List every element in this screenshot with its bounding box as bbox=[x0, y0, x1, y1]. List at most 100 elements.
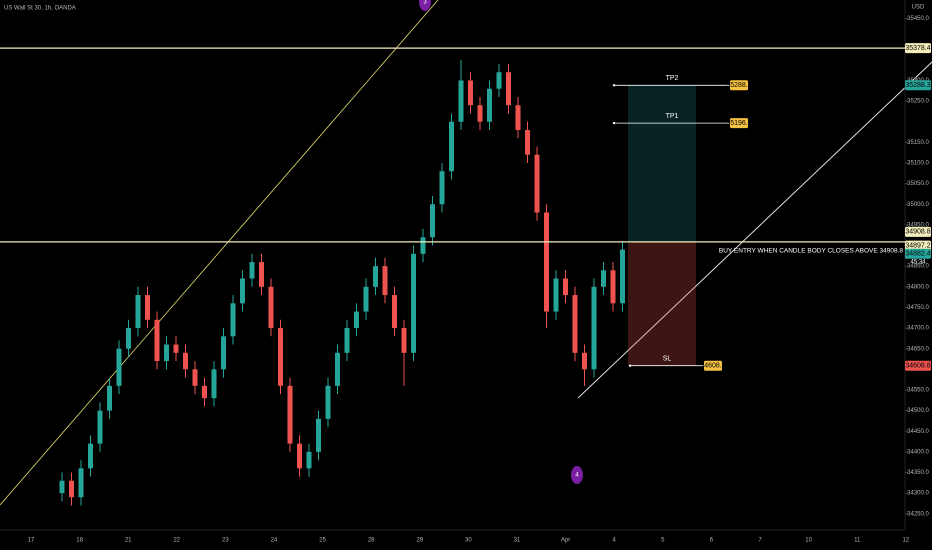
candle-body bbox=[107, 385, 112, 411]
x-tick-label: 31 bbox=[514, 538, 521, 544]
plot bbox=[59, 59, 696, 506]
y-tick-label: 34700.0 bbox=[907, 326, 929, 332]
y-tick-label: 34550.0 bbox=[907, 388, 929, 394]
x-tick-label: 21 bbox=[125, 538, 132, 544]
x-tick-label: 7 bbox=[758, 538, 762, 544]
x-tick-label: 22 bbox=[173, 538, 180, 544]
x-tick-label: Apr bbox=[561, 538, 570, 544]
candle-body bbox=[183, 352, 188, 370]
y-tick-label: 35250.0 bbox=[907, 99, 929, 105]
level-tag-bg bbox=[905, 43, 931, 54]
x-tick-label: 18 bbox=[76, 538, 83, 544]
y-tick-label: 34950.0 bbox=[907, 222, 929, 228]
candle-body bbox=[145, 295, 150, 320]
candle-body bbox=[268, 286, 274, 329]
candle-body bbox=[572, 295, 578, 353]
target-tag-bg bbox=[730, 118, 748, 129]
candle-body bbox=[78, 468, 84, 498]
y-tick-label: 34300.0 bbox=[907, 491, 929, 497]
target-name: TP1 bbox=[666, 113, 679, 120]
timer: 45:34 bbox=[910, 259, 926, 265]
candle-body bbox=[135, 295, 141, 329]
marker-label: 4 bbox=[575, 473, 579, 479]
candle-body bbox=[230, 303, 236, 337]
x-tick-label: 10 bbox=[805, 538, 812, 544]
candle-body bbox=[487, 88, 492, 122]
x-tick-label: 29 bbox=[416, 538, 423, 544]
y-tick-label: 35100.0 bbox=[907, 161, 929, 167]
candle-body bbox=[582, 352, 587, 370]
candle-body bbox=[88, 443, 93, 469]
candle-body bbox=[249, 262, 255, 279]
candle-body bbox=[325, 385, 331, 419]
y-tick-label: 35450.0 bbox=[907, 16, 929, 22]
target-tag-bg bbox=[730, 80, 748, 91]
candle-body bbox=[306, 451, 312, 469]
y-tick-label: 34500.0 bbox=[907, 408, 929, 414]
target-anchor bbox=[612, 84, 616, 87]
x-tick-label: 4 bbox=[613, 538, 617, 544]
x-tick-label: 24 bbox=[271, 538, 278, 544]
candle-body bbox=[534, 154, 540, 213]
price-tag: 34882.4 bbox=[905, 251, 930, 258]
price-tag-bg bbox=[905, 240, 931, 251]
candle-body bbox=[544, 212, 549, 312]
axis-target-tag-bg bbox=[905, 80, 931, 91]
target-tag: 35288.3 bbox=[726, 82, 751, 89]
candle-body bbox=[154, 319, 160, 362]
y-tick-label: 34650.0 bbox=[907, 346, 929, 352]
candle-body bbox=[164, 344, 169, 362]
candle-body bbox=[297, 443, 302, 469]
stop-name: SL bbox=[663, 356, 672, 363]
candle-body bbox=[278, 328, 283, 386]
stop-tag-bg bbox=[704, 360, 722, 371]
candle-body bbox=[610, 270, 616, 304]
candle-body bbox=[420, 237, 426, 254]
candle-body bbox=[211, 369, 217, 399]
entry-tag-bg bbox=[905, 226, 931, 237]
candle-body bbox=[69, 480, 74, 498]
loss-zone bbox=[628, 241, 696, 366]
candle-body bbox=[458, 80, 464, 122]
y-tick-label: 34250.0 bbox=[907, 511, 929, 517]
profit-zone bbox=[628, 85, 696, 242]
candle-body bbox=[192, 369, 198, 386]
axis-target-tag: 35288.3 bbox=[905, 82, 930, 89]
x-tick-label: 5 bbox=[661, 538, 665, 544]
candle-body bbox=[392, 295, 397, 329]
y-tick-label: 34400.0 bbox=[907, 449, 929, 455]
x-tick-label: 6 bbox=[710, 538, 714, 544]
x-tick-label: 23 bbox=[222, 538, 229, 544]
x-tick-label: 30 bbox=[465, 538, 472, 544]
y-tick-label: 35000.0 bbox=[907, 202, 929, 208]
candle-body bbox=[591, 286, 597, 370]
candle-body bbox=[515, 105, 521, 130]
axis-stop-tag-bg bbox=[905, 360, 931, 371]
target-tag: 35196.7 bbox=[726, 120, 751, 127]
candle-body bbox=[116, 348, 122, 386]
candle-body bbox=[221, 336, 226, 370]
price-tag: 34897.2 bbox=[905, 243, 930, 250]
price-tag-bg bbox=[905, 248, 931, 259]
candle-body bbox=[316, 418, 321, 452]
symbol-title: US Wall St 30, 1h, OANDA bbox=[4, 6, 76, 12]
x-tick-label: 17 bbox=[28, 538, 35, 544]
x-tick-label: 25 bbox=[319, 538, 326, 544]
x-tick-label: 28 bbox=[368, 538, 375, 544]
candle-body bbox=[354, 311, 359, 329]
target-anchor bbox=[612, 121, 616, 125]
candle-body bbox=[411, 253, 416, 353]
candle-body bbox=[240, 278, 245, 304]
candle-body bbox=[468, 80, 473, 106]
candle-body bbox=[439, 171, 445, 205]
y-tick-label: 35050.0 bbox=[907, 181, 929, 187]
entry-note: BUY ENTRY WHEN CANDLE BODY CLOSES ABOVE … bbox=[719, 248, 904, 255]
candle-body bbox=[97, 410, 103, 444]
entry-tag: 34908.8 bbox=[905, 229, 930, 236]
candle-body bbox=[344, 328, 350, 353]
target-name: TP2 bbox=[666, 75, 679, 82]
x-tick-label: 11 bbox=[854, 538, 861, 544]
y-tick-label: 34750.0 bbox=[907, 305, 929, 311]
